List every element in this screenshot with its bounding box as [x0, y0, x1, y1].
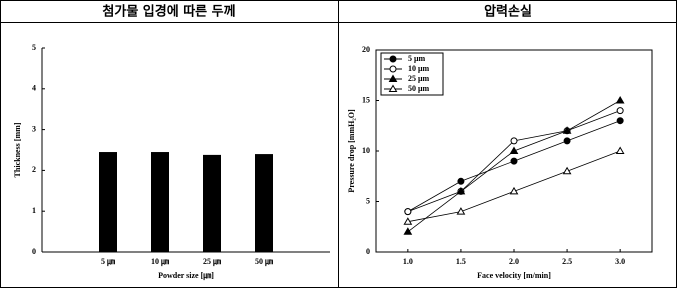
marker [403, 217, 413, 225]
marker [563, 137, 571, 145]
x-tick-label: 25 ㎛ [203, 257, 221, 267]
x-tick-label: 3.0 [615, 257, 625, 266]
bar [99, 152, 117, 252]
y-tick-label: 3 [32, 124, 36, 133]
marker [404, 208, 412, 216]
y-tick-label: 15 [362, 95, 370, 104]
x-tick-label: 2.5 [562, 257, 572, 266]
y-tick-label: 5 [366, 196, 370, 205]
x-axis-title: Face velocity [m/min] [477, 271, 551, 280]
marker [615, 146, 625, 154]
marker [509, 186, 519, 195]
legend-marker [388, 84, 398, 92]
chart-title: 압력손실 [484, 4, 532, 20]
series-line [407, 120, 621, 212]
marker [456, 186, 466, 195]
y-tick-label: 2 [32, 165, 36, 174]
marker [457, 177, 465, 185]
x-tick-label: 2.0 [509, 257, 519, 266]
y-tick-label: 10 [362, 146, 370, 155]
marker [403, 227, 413, 235]
legend-marker [389, 55, 397, 63]
y-axis-title: Thickness [mm] [13, 122, 22, 177]
y-tick-label: 1 [32, 206, 36, 215]
marker [456, 207, 466, 215]
marker [510, 137, 518, 145]
legend-label: 50 μm [408, 84, 430, 93]
bar [255, 154, 273, 252]
marker [510, 157, 518, 165]
series-line [407, 100, 621, 233]
y-axis-title: Pressure drop [mmH₂O] [347, 109, 356, 193]
y-tick-label: 5 [32, 43, 36, 52]
legend-label: 10 μm [408, 64, 430, 73]
marker [509, 146, 519, 154]
marker [615, 96, 625, 104]
bar [203, 154, 221, 252]
marker [616, 107, 624, 115]
x-tick-label: 1.5 [456, 257, 466, 266]
bar [151, 152, 169, 252]
marker [562, 126, 572, 134]
x-tick-label: 10 ㎛ [151, 257, 169, 267]
x-tick-label: 5 ㎛ [101, 257, 115, 267]
marker [562, 166, 572, 175]
x-tick-label: 1.0 [403, 257, 413, 266]
marker [616, 117, 624, 125]
legend-label: 5 μm [408, 54, 426, 63]
legend-marker [388, 74, 398, 82]
x-axis-title: Powder size [㎛] [158, 271, 214, 281]
y-tick-label: 20 [362, 45, 370, 54]
y-tick-label: 0 [32, 247, 36, 256]
x-tick-label: 50 ㎛ [255, 257, 273, 267]
chart-title: 첨가물 입경에 따른 두께 [102, 4, 235, 20]
y-tick-label: 0 [366, 247, 370, 256]
legend-label: 25 μm [408, 74, 430, 83]
legend-marker [389, 65, 397, 73]
y-tick-label: 4 [32, 84, 36, 93]
